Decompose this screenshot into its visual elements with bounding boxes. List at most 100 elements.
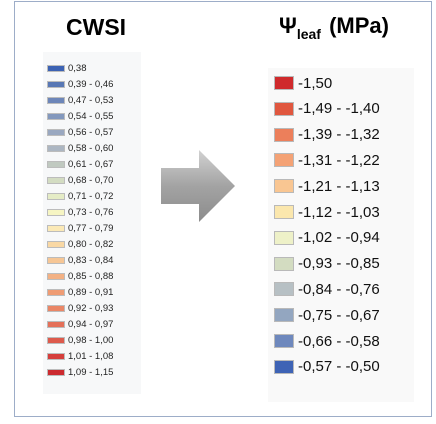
cwsi-color-swatch: [47, 128, 65, 136]
cwsi-legend-row: 0,94 - 0,97: [47, 319, 113, 331]
cwsi-color-swatch: [47, 225, 65, 232]
psi-range-label: -0,57 - -0,50: [298, 358, 380, 376]
cwsi-color-swatch: [47, 305, 65, 313]
cwsi-range-label: 0,73 - 0,76: [68, 206, 114, 218]
psi-unit: (MPa): [329, 13, 389, 38]
psi-legend-row: -1,31 - -1,22: [274, 151, 380, 169]
psi-color-swatch: [274, 334, 294, 348]
cwsi-legend-row: 0,85 - 0,88: [47, 271, 113, 283]
psi-legend-row: -0,66 - -0,58: [274, 332, 380, 350]
psi-color-swatch: [274, 359, 294, 374]
psi-range-label: -0,75 - -0,67: [298, 306, 380, 324]
cwsi-range-label: 0,58 - 0,60: [68, 142, 114, 154]
cwsi-range-label: 1,09 - 1,15: [68, 367, 114, 379]
psi-symbol: Ψ: [279, 13, 297, 38]
cwsi-range-label: 0,68 - 0,70: [68, 174, 114, 186]
cwsi-range-label: 1,01 - 1,08: [68, 351, 114, 363]
cwsi-range-label: 0,80 - 0,82: [68, 239, 114, 251]
cwsi-legend-row: 0,83 - 0,84: [47, 255, 113, 267]
cwsi-range-label: 0,61 - 0,67: [68, 158, 114, 170]
psi-legend-row: -1,21 - -1,13: [274, 177, 380, 195]
psi-color-swatch: [274, 127, 294, 142]
psi-color-swatch: [274, 256, 294, 271]
psi-range-label: -0,84 - -0,76: [298, 280, 380, 298]
cwsi-legend-row: 0,80 - 0,82: [47, 239, 113, 251]
cwsi-color-swatch: [47, 353, 65, 361]
cwsi-legend-row: 0,68 - 0,70: [47, 174, 113, 186]
cwsi-color-swatch: [47, 257, 65, 265]
cwsi-range-label: 0,83 - 0,84: [68, 255, 114, 267]
cwsi-legend: 0,38 0,39 - 0,46 0,47 - 0,53 0,54 - 0,55 0,5…: [43, 52, 141, 394]
psi-leaf-title: Ψleaf (MPa): [279, 13, 389, 42]
psi-range-label: -1,39 - -1,32: [298, 126, 380, 144]
psi-color-swatch: [274, 153, 294, 168]
cwsi-color-swatch: [47, 192, 65, 200]
cwsi-legend-row: 1,09 - 1,15: [47, 367, 113, 379]
cwsi-legend-row: 0,54 - 0,55: [47, 110, 113, 122]
psi-range-label: -0,93 - -0,85: [298, 255, 380, 273]
cwsi-legend-row: 0,71 - 0,72: [47, 190, 113, 202]
cwsi-color-swatch: [47, 369, 65, 377]
psi-range-label: -1,50: [298, 74, 333, 92]
psi-color-swatch: [274, 308, 294, 323]
psi-color-swatch: [274, 76, 294, 90]
psi-range-label: -1,49 - -1,40: [298, 100, 380, 118]
psi-color-swatch: [274, 282, 294, 297]
cwsi-color-swatch: [47, 80, 65, 88]
cwsi-legend-row: 0,58 - 0,60: [47, 142, 113, 154]
psi-legend-row: -0,93 - -0,85: [274, 255, 380, 273]
cwsi-range-label: 0,54 - 0,55: [68, 110, 114, 122]
cwsi-color-swatch: [47, 112, 65, 120]
psi-color-swatch: [274, 101, 294, 116]
cwsi-range-label: 0,39 - 0,46: [68, 78, 114, 90]
cwsi-color-swatch: [47, 144, 65, 152]
cwsi-title: CWSI: [66, 14, 127, 40]
psi-legend-row: -1,39 - -1,32: [274, 126, 380, 144]
psi-legend-row: -0,84 - -0,76: [274, 280, 380, 298]
psi-leaf-legend: -1,50 -1,49 - -1,40 -1,39 - -1,32 -1,31 - -…: [268, 68, 414, 402]
psi-color-swatch: [274, 205, 294, 219]
cwsi-range-label: 0,98 - 1,00: [68, 335, 114, 347]
cwsi-range-label: 0,85 - 0,88: [68, 271, 114, 283]
psi-range-label: -1,12 - -1,03: [298, 203, 380, 221]
cwsi-legend-row: 0,38: [47, 62, 87, 74]
cwsi-legend-row: 0,98 - 1,00: [47, 335, 113, 347]
cwsi-legend-row: 0,92 - 0,93: [47, 303, 113, 315]
cwsi-color-swatch: [47, 273, 65, 281]
cwsi-legend-row: 0,39 - 0,46: [47, 78, 113, 90]
psi-legend-row: -1,02 - -0,94: [274, 229, 380, 247]
cwsi-color-swatch: [47, 176, 65, 184]
cwsi-range-label: 0,38: [68, 62, 87, 74]
cwsi-range-label: 0,71 - 0,72: [68, 190, 114, 202]
cwsi-range-label: 0,94 - 0,97: [68, 319, 114, 331]
psi-range-label: -0,66 - -0,58: [298, 332, 380, 350]
psi-legend-row: -1,50: [274, 74, 332, 92]
cwsi-range-label: 0,92 - 0,93: [68, 303, 114, 315]
cwsi-legend-row: 0,56 - 0,57: [47, 126, 113, 138]
cwsi-legend-row: 0,73 - 0,76: [47, 206, 113, 218]
cwsi-color-swatch: [47, 96, 65, 104]
psi-range-label: -1,31 - -1,22: [298, 151, 380, 169]
psi-legend-row: -0,57 - -0,50: [274, 358, 380, 376]
cwsi-color-swatch: [47, 160, 65, 168]
psi-range-label: -1,02 - -0,94: [298, 229, 380, 247]
cwsi-range-label: 0,89 - 0,91: [68, 287, 114, 299]
cwsi-legend-row: 1,01 - 1,08: [47, 351, 113, 363]
cwsi-legend-row: 0,89 - 0,91: [47, 287, 113, 299]
cwsi-color-swatch: [47, 208, 65, 216]
cwsi-range-label: 0,56 - 0,57: [68, 126, 114, 138]
cwsi-color-swatch: [47, 289, 65, 297]
right-arrow-icon: [161, 150, 235, 222]
cwsi-legend-row: 0,47 - 0,53: [47, 94, 113, 106]
psi-range-label: -1,21 - -1,13: [298, 177, 380, 195]
psi-subscript: leaf: [296, 26, 321, 42]
cwsi-legend-row: 0,77 - 0,79: [47, 223, 113, 235]
cwsi-color-swatch: [47, 241, 65, 249]
cwsi-color-swatch: [47, 64, 65, 72]
cwsi-legend-row: 0,61 - 0,67: [47, 158, 113, 170]
psi-color-swatch: [274, 179, 294, 194]
psi-legend-row: -1,49 - -1,40: [274, 100, 380, 118]
psi-color-swatch: [274, 230, 294, 245]
cwsi-range-label: 0,47 - 0,53: [68, 94, 114, 106]
cwsi-color-swatch: [47, 337, 65, 345]
